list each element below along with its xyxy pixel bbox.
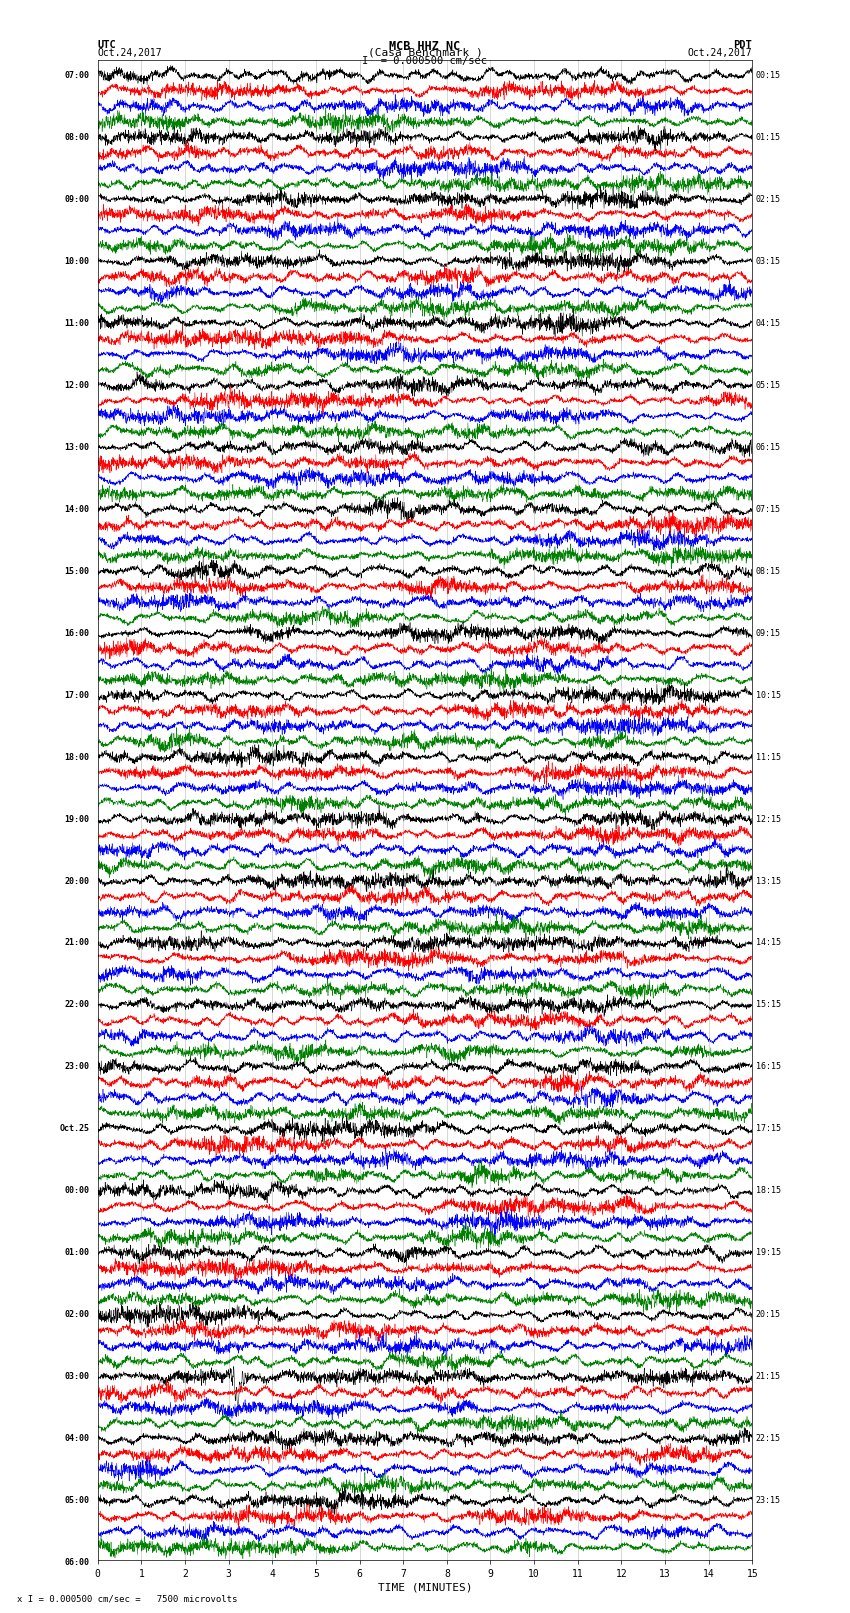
Text: 02:15: 02:15: [756, 195, 780, 203]
X-axis label: TIME (MINUTES): TIME (MINUTES): [377, 1582, 473, 1594]
Text: 06:00: 06:00: [65, 1558, 89, 1568]
Text: x I = 0.000500 cm/sec =   7500 microvolts: x I = 0.000500 cm/sec = 7500 microvolts: [17, 1594, 237, 1603]
Text: 13:00: 13:00: [65, 442, 89, 452]
Text: 09:15: 09:15: [756, 629, 780, 637]
Text: 15:00: 15:00: [65, 566, 89, 576]
Text: UTC: UTC: [98, 39, 116, 50]
Text: 15:15: 15:15: [756, 1000, 780, 1010]
Text: 22:15: 22:15: [756, 1434, 780, 1444]
Text: 23:00: 23:00: [65, 1063, 89, 1071]
Text: 04:00: 04:00: [65, 1434, 89, 1444]
Text: 07:00: 07:00: [65, 71, 89, 79]
Text: (Casa Benchmark ): (Casa Benchmark ): [367, 47, 483, 58]
Text: 20:00: 20:00: [65, 876, 89, 886]
Text: 11:00: 11:00: [65, 319, 89, 327]
Text: 18:00: 18:00: [65, 753, 89, 761]
Text: 16:15: 16:15: [756, 1063, 780, 1071]
Text: I  = 0.000500 cm/sec: I = 0.000500 cm/sec: [362, 56, 488, 66]
Text: MCB HHZ NC: MCB HHZ NC: [389, 39, 461, 53]
Text: 05:00: 05:00: [65, 1497, 89, 1505]
Text: 11:15: 11:15: [756, 753, 780, 761]
Text: 07:15: 07:15: [756, 505, 780, 513]
Text: 17:00: 17:00: [65, 690, 89, 700]
Text: 08:00: 08:00: [65, 132, 89, 142]
Text: 03:00: 03:00: [65, 1373, 89, 1381]
Text: 12:00: 12:00: [65, 381, 89, 390]
Text: 00:15: 00:15: [756, 71, 780, 79]
Text: PDT: PDT: [734, 39, 752, 50]
Text: 14:00: 14:00: [65, 505, 89, 513]
Text: 19:00: 19:00: [65, 815, 89, 824]
Text: 18:15: 18:15: [756, 1187, 780, 1195]
Text: 10:15: 10:15: [756, 690, 780, 700]
Text: Oct.24,2017: Oct.24,2017: [688, 47, 752, 58]
Text: 17:15: 17:15: [756, 1124, 780, 1134]
Text: 08:15: 08:15: [756, 566, 780, 576]
Text: 02:00: 02:00: [65, 1310, 89, 1319]
Text: 09:00: 09:00: [65, 195, 89, 203]
Text: 21:00: 21:00: [65, 939, 89, 947]
Text: 12:15: 12:15: [756, 815, 780, 824]
Text: 23:15: 23:15: [756, 1497, 780, 1505]
Text: 20:15: 20:15: [756, 1310, 780, 1319]
Text: 01:15: 01:15: [756, 132, 780, 142]
Text: 14:15: 14:15: [756, 939, 780, 947]
Text: Oct.25: Oct.25: [60, 1124, 89, 1134]
Text: 01:00: 01:00: [65, 1248, 89, 1258]
Text: 21:15: 21:15: [756, 1373, 780, 1381]
Text: Oct.24,2017: Oct.24,2017: [98, 47, 162, 58]
Text: 10:00: 10:00: [65, 256, 89, 266]
Text: 22:00: 22:00: [65, 1000, 89, 1010]
Text: 03:15: 03:15: [756, 256, 780, 266]
Text: 19:15: 19:15: [756, 1248, 780, 1258]
Text: 05:15: 05:15: [756, 381, 780, 390]
Text: 06:15: 06:15: [756, 442, 780, 452]
Text: 00:00: 00:00: [65, 1187, 89, 1195]
Text: 04:15: 04:15: [756, 319, 780, 327]
Text: 16:00: 16:00: [65, 629, 89, 637]
Text: 13:15: 13:15: [756, 876, 780, 886]
